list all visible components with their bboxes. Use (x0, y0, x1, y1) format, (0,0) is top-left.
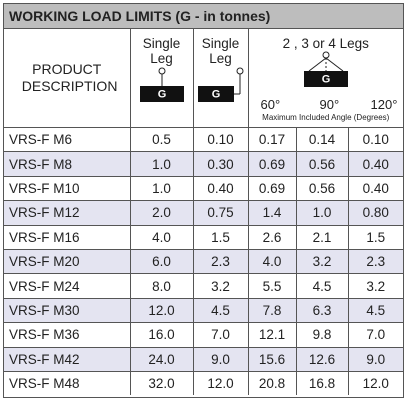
table-row: VRS-F M36 16.0 7.0 12.1 9.8 7.0 (4, 322, 403, 348)
icon-label: G (211, 88, 220, 100)
table-row: VRS-F M20 6.0 2.3 4.0 3.2 2.3 (4, 248, 403, 275)
value-cell: 12.0 (192, 370, 249, 396)
table-row: VRS-F M48 32.0 12.0 20.8 16.8 12.0 (4, 370, 403, 396)
value-cell: 9.0 (347, 346, 403, 372)
value-cell: 9.0 (192, 346, 249, 372)
header-multi-legs: 2 , 3 or 4 Legs (282, 36, 369, 51)
header-cell: PRODUCT DESCRIPTION (4, 29, 131, 128)
icon-multi-legs: G (303, 51, 348, 87)
value-cell: 1.5 (347, 224, 403, 250)
value-cell: 6.3 (295, 297, 349, 324)
table-title: WORKING LOAD LIMITS (G - in tonnes) (4, 4, 403, 29)
table: PRODUCT DESCRIPTION Single Leg G Single … (4, 29, 403, 396)
product-cell: VRS-F M48 (4, 370, 131, 396)
value-cell: 7.0 (347, 322, 403, 348)
value-cell: 4.5 (295, 273, 349, 299)
table-row: VRS-F M24 8.0 3.2 5.5 4.5 3.2 (4, 273, 403, 299)
value-cell: 3.2 (295, 248, 349, 275)
value-cell: 0.40 (347, 175, 403, 202)
value-cell: 12.0 (129, 297, 194, 324)
value-cell: 3.2 (347, 273, 403, 299)
product-cell: VRS-F M10 (4, 175, 131, 202)
icon-label: G (157, 88, 166, 100)
value-cell: 7.8 (247, 297, 297, 324)
value-cell: 0.5 (129, 126, 194, 153)
header-single-leg: Single Leg (142, 36, 181, 66)
value-cell: 2.0 (129, 200, 194, 226)
value-cell: 24.0 (129, 346, 194, 372)
header-product: PRODUCT DESCRIPTION (21, 61, 118, 94)
value-cell: 1.0 (129, 175, 194, 202)
icon-single-leg-side: G (197, 67, 243, 102)
value-cell: 0.75 (192, 200, 249, 226)
value-cell: 0.80 (347, 200, 403, 226)
value-cell: 0.69 (247, 151, 297, 177)
angle-label: 60° (260, 97, 281, 112)
value-cell: 0.10 (347, 126, 403, 153)
value-cell: 0.56 (295, 175, 349, 202)
product-cell: VRS-F M30 (4, 297, 131, 324)
product-cell: VRS-F M16 (4, 224, 131, 250)
value-cell: 2.3 (192, 248, 249, 275)
value-cell: 4.0 (129, 224, 194, 250)
value-cell: 0.10 (192, 126, 249, 153)
value-cell: 5.5 (247, 273, 297, 299)
table-row: VRS-F M10 1.0 0.40 0.69 0.56 0.40 (4, 175, 403, 202)
value-cell: 2.3 (347, 248, 403, 275)
value-cell: 1.0 (295, 200, 349, 226)
value-cell: 0.56 (295, 151, 349, 177)
value-cell: 4.0 (247, 248, 297, 275)
value-cell: 2.6 (247, 224, 297, 250)
header-single-leg: Single Leg (201, 36, 240, 66)
value-cell: 32.0 (129, 370, 194, 396)
value-cell: 12.6 (295, 346, 349, 372)
header-cell: Single Leg G (192, 29, 249, 128)
value-cell: 0.30 (192, 151, 249, 177)
table-row: VRS-F M8 1.0 0.30 0.69 0.56 0.40 (4, 151, 403, 177)
header-cell: 2 , 3 or 4 Legs G 60° 90° 120° Maximum I… (247, 29, 403, 128)
table-row: VRS-F M12 2.0 0.75 1.4 1.0 0.80 (4, 200, 403, 226)
value-cell: 16.8 (295, 370, 349, 396)
value-cell: 6.0 (129, 248, 194, 275)
angle-caption: Maximum Included Angle (Degrees) (262, 113, 390, 122)
table-row: VRS-F M16 4.0 1.5 2.6 2.1 1.5 (4, 224, 403, 250)
product-cell: VRS-F M36 (4, 322, 131, 348)
value-cell: 0.14 (295, 126, 349, 153)
value-cell: 1.4 (247, 200, 297, 226)
value-cell: 3.2 (192, 273, 249, 299)
value-cell: 12.0 (347, 370, 403, 396)
value-cell: 0.69 (247, 175, 297, 202)
value-cell: 9.8 (295, 322, 349, 348)
value-cell: 4.5 (192, 297, 249, 324)
product-cell: VRS-F M12 (4, 200, 131, 226)
value-cell: 16.0 (129, 322, 194, 348)
value-cell: 8.0 (129, 273, 194, 299)
product-cell: VRS-F M42 (4, 346, 131, 372)
angle-label: 90° (319, 97, 340, 112)
value-cell: 1.0 (129, 151, 194, 177)
icon-single-leg: G (139, 67, 184, 102)
table-row: VRS-F M30 12.0 4.5 7.8 6.3 4.5 (4, 297, 403, 324)
product-cell: VRS-F M24 (4, 273, 131, 299)
icon-label: G (321, 73, 330, 85)
value-cell: 0.40 (192, 175, 249, 202)
product-cell: VRS-F M8 (4, 151, 131, 177)
value-cell: 12.1 (247, 322, 297, 348)
value-cell: 20.8 (247, 370, 297, 396)
header-cell: Single Leg G (129, 29, 194, 128)
product-cell: VRS-F M6 (4, 126, 131, 153)
header-row: PRODUCT DESCRIPTION Single Leg G Single … (4, 29, 403, 128)
table-row: VRS-F M6 0.5 0.10 0.17 0.14 0.10 (4, 126, 403, 153)
value-cell: 0.17 (247, 126, 297, 153)
value-cell: 4.5 (347, 297, 403, 324)
table-row: VRS-F M42 24.0 9.0 15.6 12.6 9.0 (4, 346, 403, 372)
value-cell: 15.6 (247, 346, 297, 372)
product-cell: VRS-F M20 (4, 248, 131, 275)
value-cell: 1.5 (192, 224, 249, 250)
value-cell: 7.0 (192, 322, 249, 348)
value-cell: 0.40 (347, 151, 403, 177)
angle-label: 120° (370, 97, 398, 112)
value-cell: 2.1 (295, 224, 349, 250)
load-table: WORKING LOAD LIMITS (G - in tonnes) PROD… (3, 3, 404, 398)
